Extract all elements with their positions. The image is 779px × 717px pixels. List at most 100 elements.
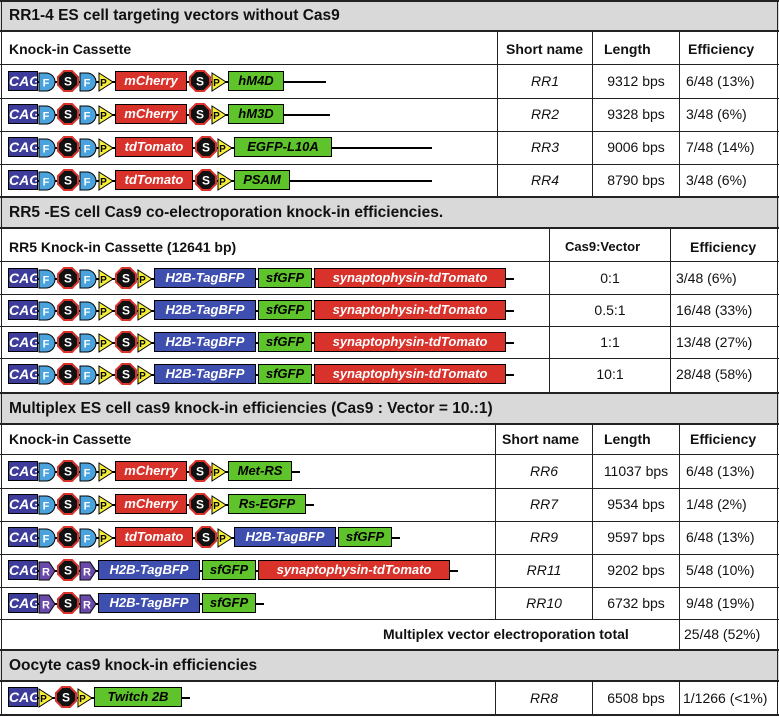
svg-text:S: S [196,108,204,122]
efficiency: 3/48 (6%) [676,270,737,286]
svg-text:P: P [213,78,220,89]
svg-text:R: R [42,600,50,612]
frt-site-icon: F [79,105,97,125]
svg-text:P: P [213,111,220,122]
svg-text:P: P [213,501,220,512]
stop-signal-icon: S [57,460,79,482]
svg-text:F: F [43,144,50,156]
svg-text:S: S [122,368,130,382]
svg-text:F: F [84,177,91,189]
svg-text:S: S [64,108,72,122]
loxp-site-icon: P [211,72,227,92]
loxp-site-icon: P [211,495,227,515]
efficiency: 6/48 (13%) [686,529,755,545]
stop-signal-icon: S [115,267,137,289]
svg-text:F: F [84,501,91,513]
cag-promoter: CAG [8,268,38,288]
gene-sfgfp: sfGFP [202,560,256,580]
svg-text:F: F [43,307,50,319]
length: 9597 bps [607,529,665,545]
svg-text:S: S [202,141,210,155]
svg-text:P: P [100,339,107,350]
gene-sfgfp: sfGFP [338,527,392,547]
loxp-site-icon: P [211,462,227,482]
gene-hm3d: hM3D [228,104,284,124]
loxp-site-icon: P [77,688,93,708]
loxp-site-icon: P [38,688,54,708]
svg-text:F: F [43,534,50,546]
svg-text:S: S [196,465,204,479]
gene-tdtomato: tdTomato [115,137,193,157]
cas9-vector-ratio: 10:1 [596,366,624,382]
svg-text:R: R [83,600,91,612]
cag-promoter: CAG [8,461,38,481]
svg-text:S: S [64,336,72,350]
gene-met-rs: Met-RS [228,461,292,481]
stop-signal-icon: S [57,592,79,614]
efficiency: 9/48 (19%) [686,595,755,611]
short-name: RR3 [530,139,559,155]
short-name: RR8 [529,690,558,706]
loxp-site-icon: P [98,365,114,385]
gene-twitch-2b: Twitch 2B [94,687,182,707]
svg-text:P: P [100,78,107,89]
frt-site-icon: F [79,528,97,548]
svg-text:P: P [40,694,47,705]
svg-text:F: F [84,275,91,287]
svg-text:P: P [100,468,107,479]
short-name: RR6 [529,463,558,479]
stop-signal-icon: S [57,331,79,353]
svg-text:P: P [100,501,107,512]
length: 9312 bps [607,73,665,89]
short-name: RR4 [530,172,559,188]
length: 8790 bps [607,172,665,188]
gene-synaptophysin-tdtomato: synaptophysin-tdTomato [314,332,506,352]
gene-sfgfp: sfGFP [202,593,256,613]
efficiency: 6/48 (13%) [686,73,755,89]
short-name: RR9 [529,529,558,545]
stop-signal-icon: S [57,267,79,289]
frt-site-icon: F [38,72,56,92]
frt-site-icon: F [79,333,97,353]
section-title-oocyte: Oocyte cas9 knock-in efficiencies [0,651,779,680]
gene-psam: PSAM [234,170,290,190]
rox-site-icon: R [79,594,97,614]
stop-signal-icon: S [57,103,79,125]
svg-text:F: F [84,78,91,90]
loxp-site-icon: P [98,462,114,482]
efficiency: 1/48 (2%) [686,496,747,512]
svg-text:F: F [43,177,50,189]
section-title-multiplex: Multiplex ES cell cas9 knock-in efficien… [0,394,779,423]
cag-promoter: CAG [8,71,38,91]
multiplex-total-value: 25/48 (52%) [684,626,761,642]
stop-signal-icon: S [57,526,79,548]
stop-signal-icon: S [57,493,79,515]
gene-h2b-tagbfp: H2B-TagBFP [154,268,256,288]
gene-synaptophysin-tdtomato: synaptophysin-tdTomato [314,268,506,288]
loxp-site-icon: P [98,105,114,125]
multiplex-total-label: Multiplex vector electroporation total [383,626,629,642]
gene-sfgfp: sfGFP [258,300,312,320]
svg-text:S: S [64,141,72,155]
short-name: RR11 [526,562,562,578]
cag-promoter: CAG [8,527,38,547]
cas9-vector-ratio: 0:1 [600,270,620,286]
svg-text:P: P [100,371,107,382]
frt-site-icon: F [38,171,56,191]
svg-text:S: S [62,691,70,705]
svg-text:R: R [83,567,91,579]
svg-text:P: P [100,307,107,318]
efficiency: 7/48 (14%) [686,139,755,155]
loxp-site-icon: P [98,72,114,92]
svg-text:S: S [64,465,72,479]
svg-text:S: S [202,174,210,188]
svg-text:P: P [79,694,86,705]
loxp-site-icon: P [217,171,233,191]
section-title-rr1-4: RR1-4 ES cell targeting vectors without … [0,2,779,30]
header-short-name-3: Short name [502,431,580,447]
efficiency: 3/48 (6%) [686,106,747,122]
gene-rs-egfp: Rs-EGFP [228,494,306,514]
gene-sfgfp: sfGFP [258,268,312,288]
short-name: RR2 [530,106,559,122]
efficiency: 1/1266 (<1%) [683,690,768,706]
